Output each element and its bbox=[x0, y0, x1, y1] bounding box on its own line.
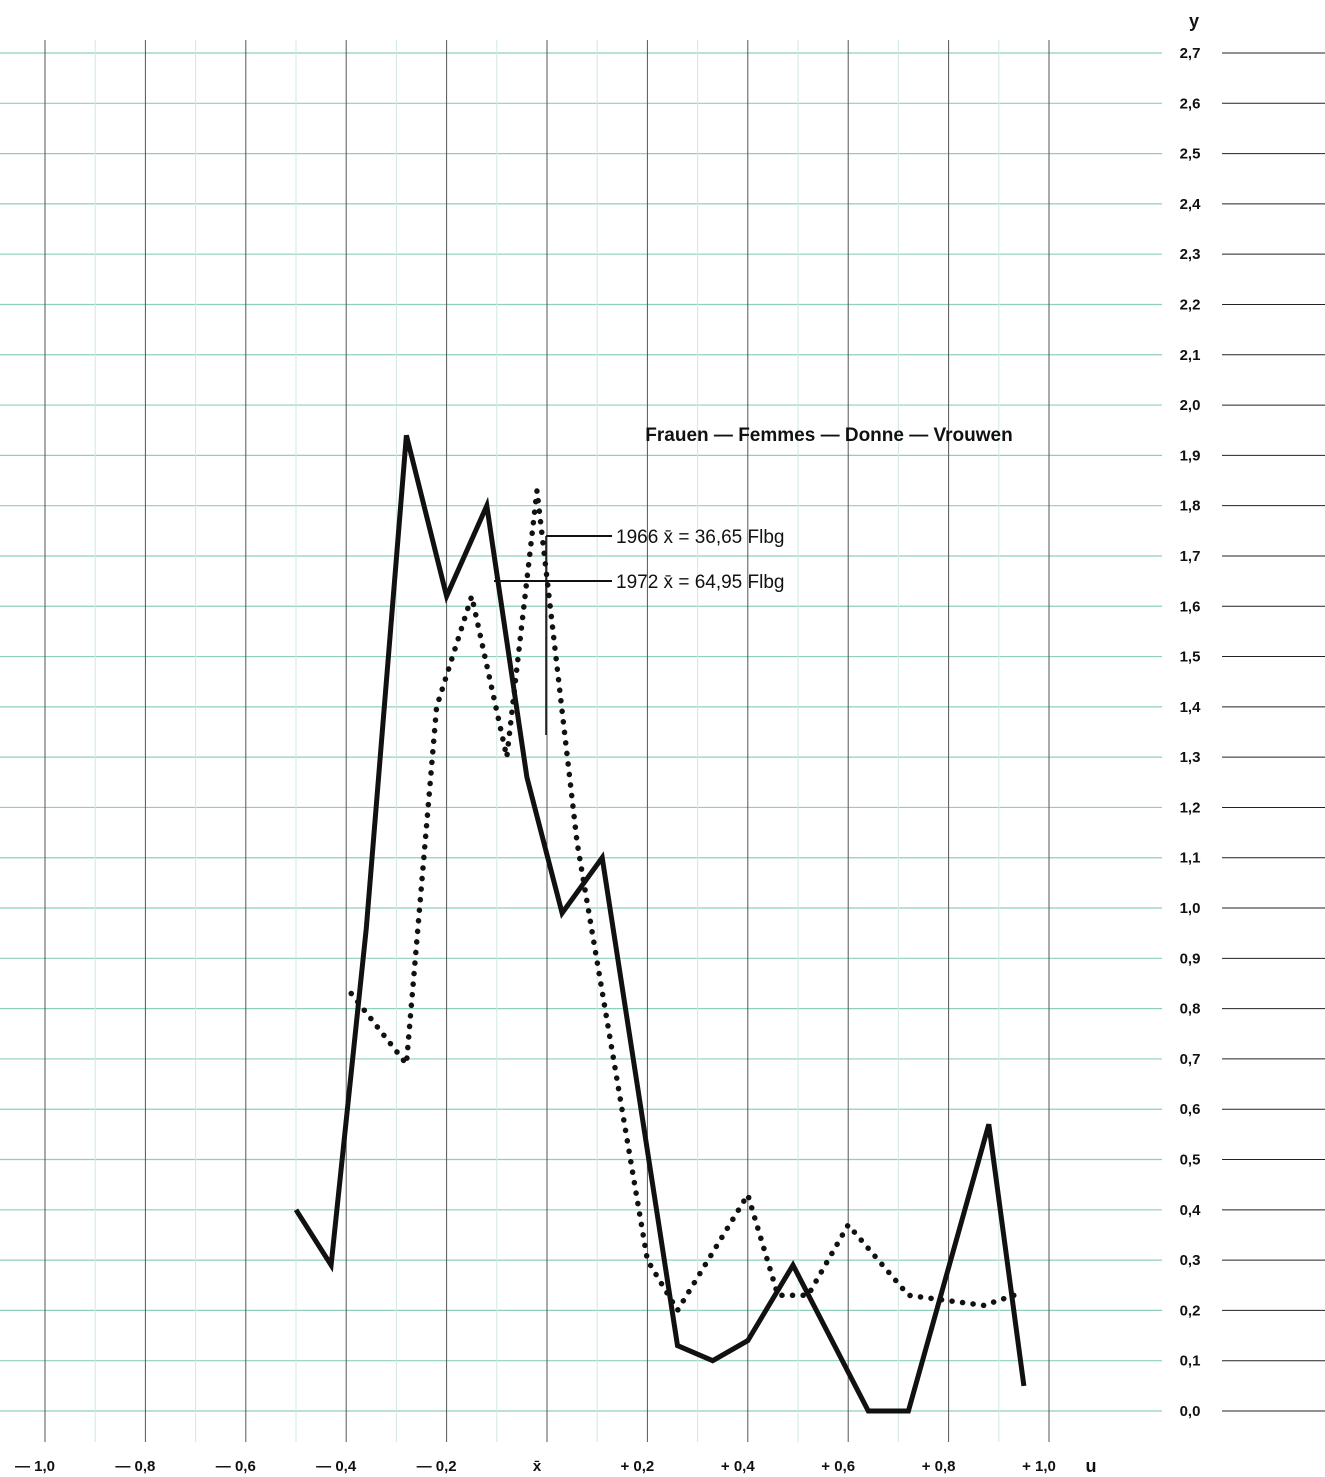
y-tick-label: 1,4 bbox=[1180, 699, 1202, 716]
y-tick-label: 2,7 bbox=[1180, 45, 1201, 62]
x-tick-label: + 0,6 bbox=[821, 1458, 855, 1475]
y-tick-label: 0,3 bbox=[1180, 1252, 1201, 1269]
x-tick-label: — 0,8 bbox=[115, 1458, 155, 1475]
y-tick-label: 0,0 bbox=[1180, 1403, 1201, 1420]
x-tick-label: + 0,8 bbox=[922, 1458, 956, 1475]
y-tick-label: 0,7 bbox=[1180, 1051, 1201, 1068]
legend-1972: 1972 x̄ = 64,95 Flbg bbox=[616, 572, 785, 593]
y-tick-label: 0,5 bbox=[1180, 1152, 1201, 1169]
x-tick-label: x̄ bbox=[533, 1458, 542, 1475]
y-tick-label: 1,9 bbox=[1180, 447, 1201, 464]
y-tick-label: 1,7 bbox=[1180, 548, 1201, 565]
x-axis-label: u bbox=[1086, 1456, 1097, 1476]
y-tick-label: 2,6 bbox=[1180, 95, 1201, 112]
x-tick-label: + 1,0 bbox=[1022, 1458, 1056, 1475]
y-tick-label: 1,3 bbox=[1180, 749, 1201, 766]
y-tick-label: 1,8 bbox=[1180, 498, 1201, 515]
x-tick-label: — 1,0 bbox=[15, 1458, 55, 1475]
y-tick-label: 1,0 bbox=[1180, 900, 1201, 917]
y-tick-labels: 0,0 0,1 0,2 0,3 0,4 0,5 0,6 0,7 0,8 0,9 1,0 1,1 1,2 1… bbox=[1180, 45, 1202, 1420]
x-tick-label: — 0,4 bbox=[316, 1458, 357, 1475]
x-tick-labels: — 1,0 — 0,8 — 0,6 — 0,4 — 0,2 x̄ + 0,2 + 0,4 + 0… bbox=[15, 1458, 1056, 1475]
y-tick-label: 1,6 bbox=[1180, 598, 1201, 615]
x-tick-label: + 0,4 bbox=[721, 1458, 755, 1475]
legend: 1966 x̄ = 36,65 Flbg 1972 x̄ = 64,95 Flb… bbox=[494, 527, 785, 735]
y-tick-label: 0,9 bbox=[1180, 950, 1201, 967]
y-tick-label: 0,4 bbox=[1180, 1202, 1202, 1219]
legend-1966: 1966 x̄ = 36,65 Flbg bbox=[616, 527, 785, 548]
y-tick-label: 2,4 bbox=[1180, 196, 1202, 213]
grid bbox=[0, 40, 1325, 1442]
y-axis-label: y bbox=[1189, 11, 1199, 31]
y-tick-label: 0,1 bbox=[1180, 1353, 1201, 1370]
y-tick-label: 2,5 bbox=[1180, 146, 1201, 163]
y-tick-label: 1,5 bbox=[1180, 649, 1201, 666]
y-tick-label: 0,8 bbox=[1180, 1001, 1201, 1018]
x-tick-label: — 0,6 bbox=[216, 1458, 256, 1475]
series-layer bbox=[293, 434, 1027, 1414]
y-tick-label: 0,2 bbox=[1180, 1302, 1201, 1319]
y-tick-label: 0,6 bbox=[1180, 1101, 1201, 1118]
x-tick-label: — 0,2 bbox=[417, 1458, 457, 1475]
y-tick-label: 2,3 bbox=[1180, 246, 1201, 263]
y-tick-label: 2,1 bbox=[1180, 347, 1201, 364]
y-tick-label: 2,0 bbox=[1180, 397, 1201, 414]
y-tick-label: 2,2 bbox=[1180, 296, 1201, 313]
chart-title: Frauen — Femmes — Donne — Vrouwen bbox=[645, 425, 1012, 446]
y-tick-label: 1,2 bbox=[1180, 799, 1201, 816]
series-line-1966 bbox=[348, 490, 1017, 1316]
y-tick-label: 1,1 bbox=[1180, 850, 1201, 867]
x-tick-label: + 0,2 bbox=[621, 1458, 655, 1475]
